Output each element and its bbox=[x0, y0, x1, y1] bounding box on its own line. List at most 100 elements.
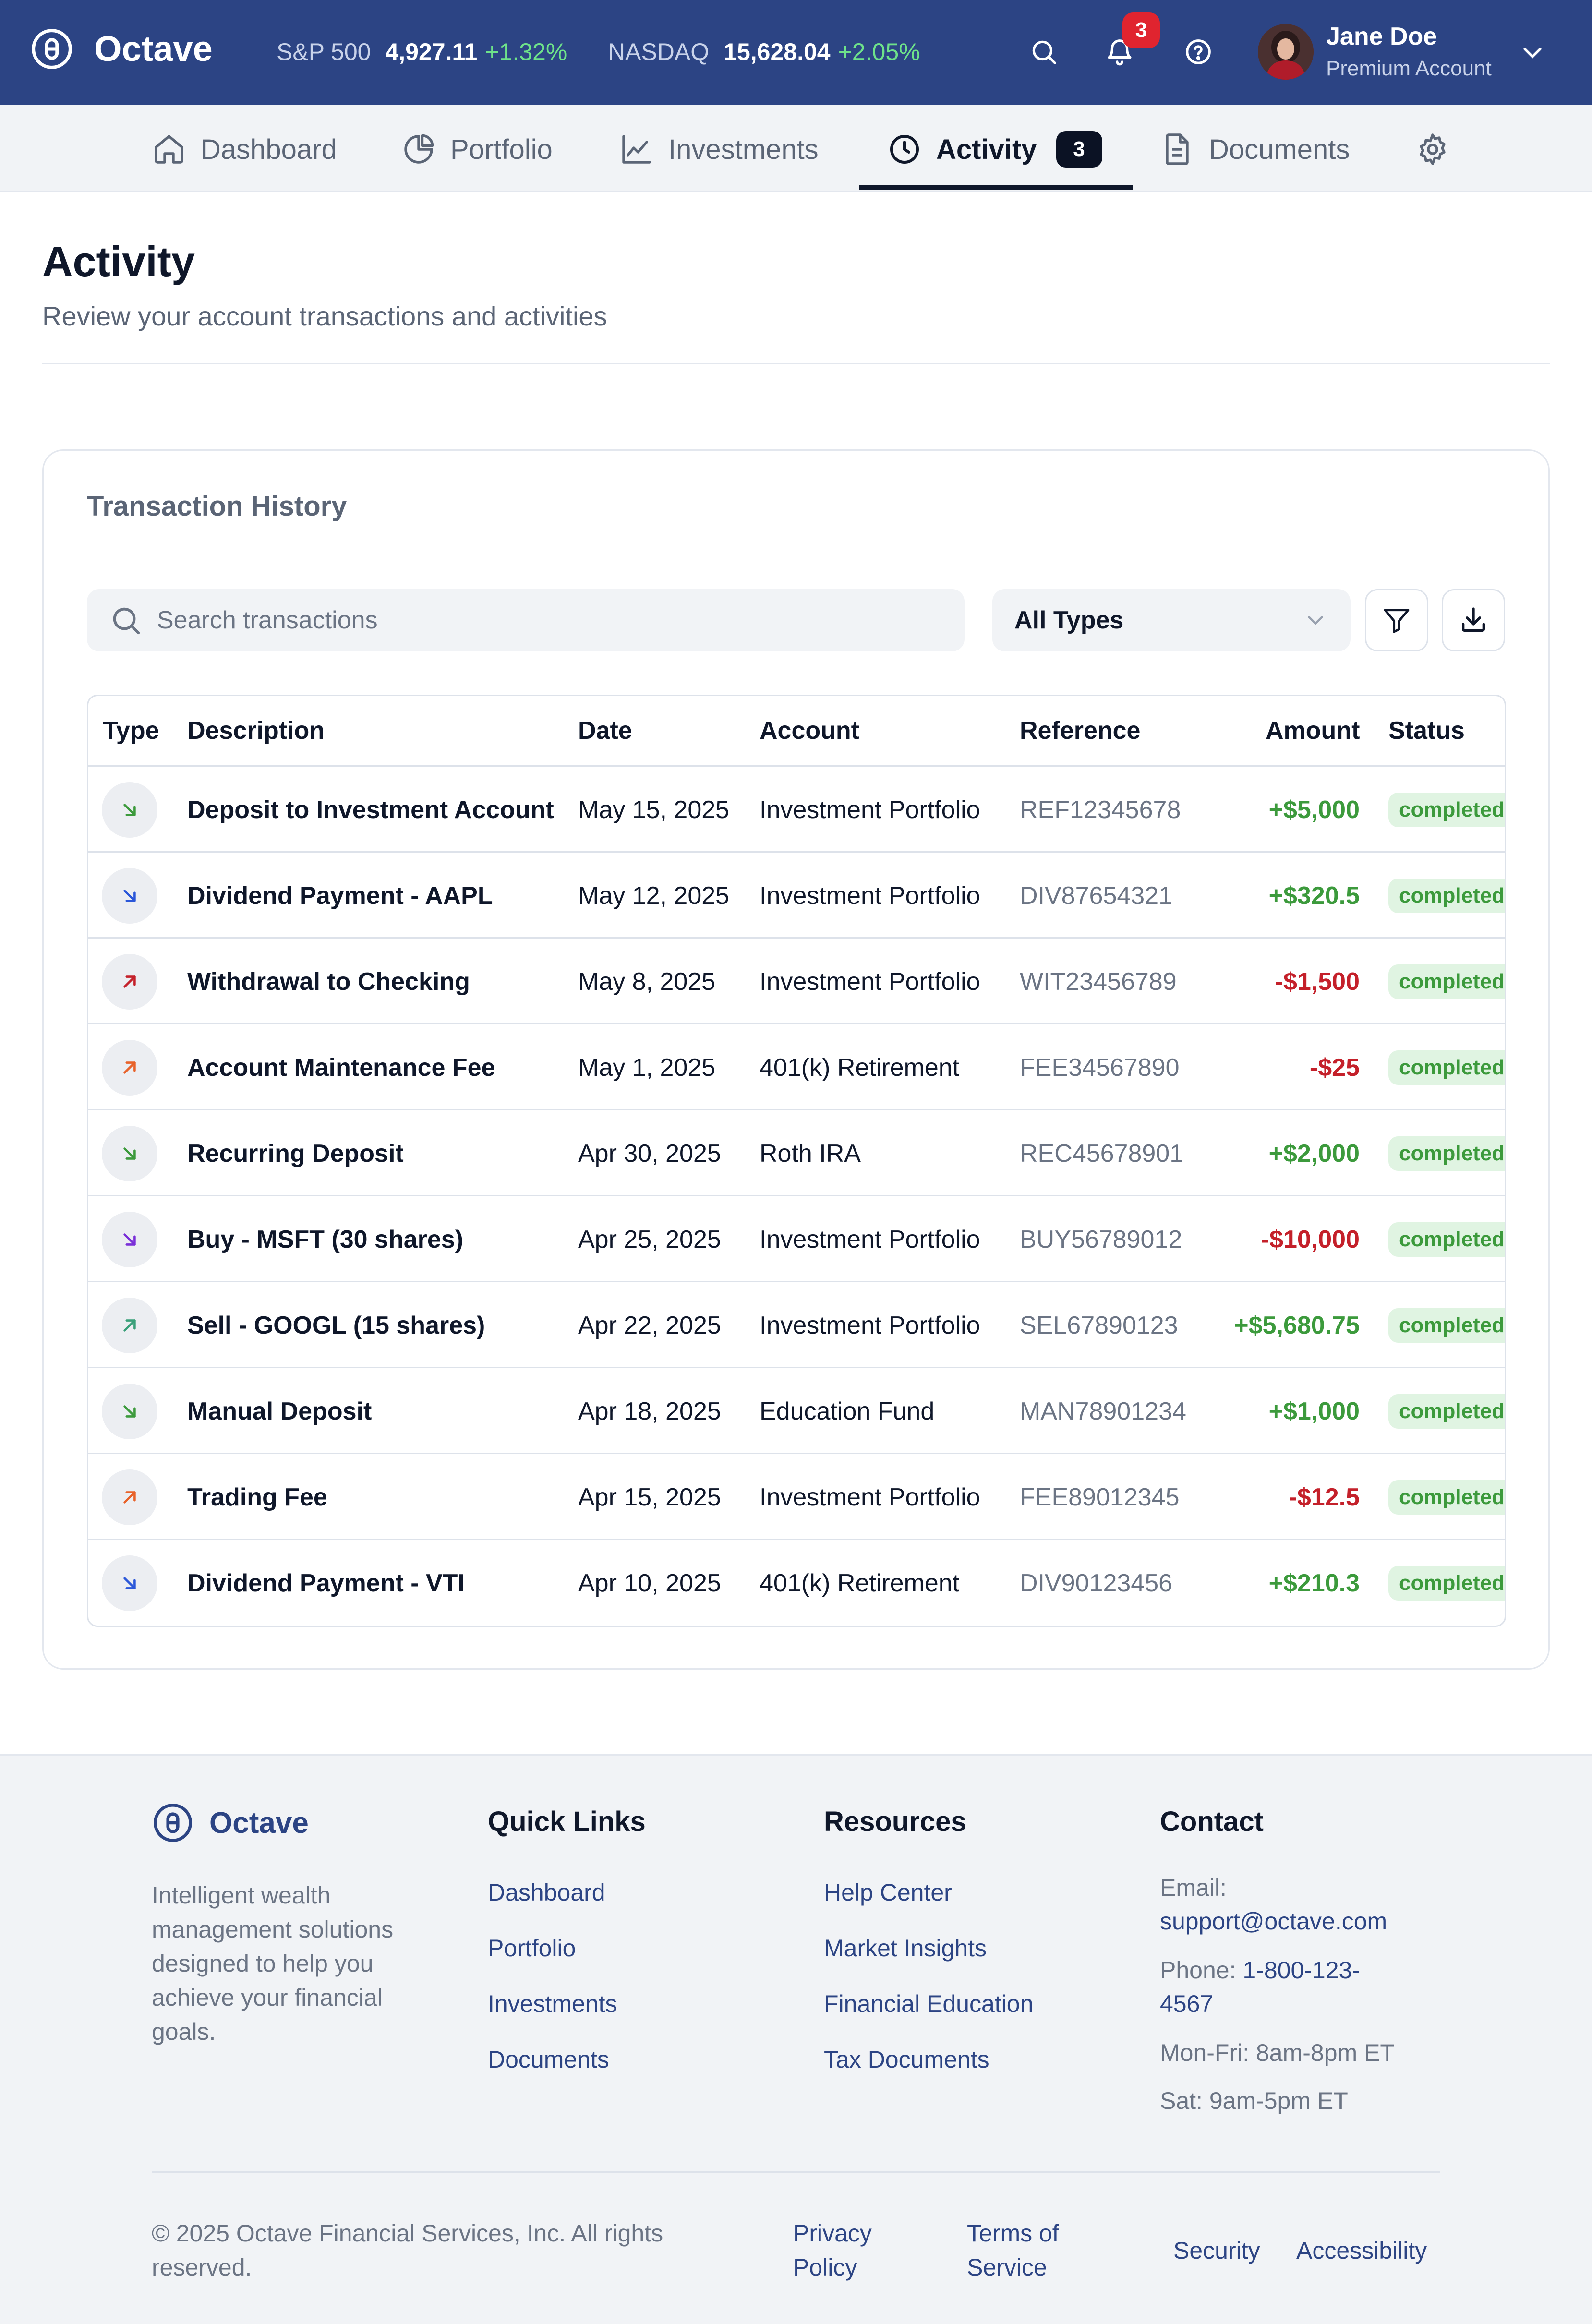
arrow-down-right-icon bbox=[123, 1233, 136, 1246]
home-icon bbox=[155, 135, 183, 164]
status-badge: completed bbox=[1388, 1050, 1505, 1085]
transaction-account: Investment Portfolio bbox=[760, 796, 980, 824]
help-button[interactable] bbox=[1179, 33, 1218, 71]
table-row[interactable]: Buy - MSFT (30 shares) Apr 25, 2025 Invest… bbox=[88, 1196, 1505, 1282]
download-icon bbox=[1462, 607, 1485, 632]
contact-phone-link-continued[interactable]: 4567 bbox=[1160, 1990, 1214, 2017]
transaction-type-badge bbox=[102, 1469, 157, 1525]
tab-dashboard[interactable]: Dashboard bbox=[152, 128, 337, 170]
user-name[interactable]: Jane Doe bbox=[1326, 23, 1437, 50]
page-subtitle: Review your account transactions and act… bbox=[42, 301, 607, 331]
type-filter-select[interactable]: All Types bbox=[992, 589, 1351, 651]
transaction-account: Investment Portfolio bbox=[760, 968, 980, 996]
table-row[interactable]: Deposit to Investment Account May 15, 202… bbox=[88, 767, 1505, 853]
tab-investments[interactable]: Investments bbox=[619, 128, 819, 170]
ticker-change: +2.05% bbox=[838, 38, 920, 65]
transaction-reference: FEE89012345 bbox=[1020, 1483, 1180, 1511]
copyright-text: © 2025 Octave Financial Services, Inc. A… bbox=[152, 2220, 663, 2281]
contact-email-link[interactable]: support@octave.com bbox=[1160, 1908, 1387, 1935]
ticker-value: 15,628.04 bbox=[724, 38, 831, 65]
column-header-date: Date bbox=[578, 717, 632, 745]
tab-documents[interactable]: Documents bbox=[1160, 128, 1350, 170]
transaction-description: Dividend Payment - AAPL bbox=[187, 882, 493, 910]
table-row[interactable]: Recurring Deposit Apr 30, 2025 Roth IRA REC… bbox=[88, 1110, 1505, 1196]
octave-logo-icon bbox=[32, 29, 72, 69]
footer-link-tax-documents[interactable]: Tax Documents bbox=[824, 2046, 989, 2073]
chevron-down-icon bbox=[1308, 616, 1323, 625]
contact-phone-link[interactable]: 1-800-123- bbox=[1242, 1957, 1360, 1984]
transaction-description: Trading Fee bbox=[187, 1483, 327, 1511]
user-avatar[interactable] bbox=[1258, 24, 1314, 80]
transaction-reference: DIV87654321 bbox=[1020, 882, 1173, 910]
search-field[interactable] bbox=[87, 589, 965, 651]
status-badge: completed bbox=[1388, 1222, 1505, 1257]
footer-link-help-center[interactable]: Help Center bbox=[824, 1879, 952, 1906]
table-row[interactable]: Account Maintenance Fee May 1, 2025 401(k)… bbox=[88, 1024, 1505, 1110]
footer-contact-title: Contact bbox=[1160, 1806, 1264, 1837]
footer-link-financial-education[interactable]: Financial Education bbox=[824, 1990, 1034, 2017]
site-footer: Octave Intelligent wealth management sol… bbox=[0, 1754, 1592, 2324]
transactions-table: Type Description Date Account Reference … bbox=[87, 695, 1506, 1627]
transaction-date: Apr 22, 2025 bbox=[578, 1312, 721, 1339]
ticker-name: S&P 500 bbox=[277, 38, 371, 65]
table-row[interactable]: Withdrawal to Checking May 8, 2025 Investm… bbox=[88, 939, 1505, 1024]
accessibility-link[interactable]: Accessibility bbox=[1296, 2237, 1427, 2264]
search-icon bbox=[1032, 40, 1056, 64]
heading-divider bbox=[42, 363, 1550, 364]
transaction-amount: +$5,680.75 bbox=[1234, 1312, 1360, 1339]
filter-button[interactable] bbox=[1365, 589, 1428, 651]
app-name: Octave bbox=[94, 29, 213, 69]
footer-logo[interactable]: Octave bbox=[152, 1802, 309, 1844]
transaction-description: Manual Deposit bbox=[187, 1397, 372, 1425]
download-button[interactable] bbox=[1442, 589, 1505, 651]
chevron-down-icon[interactable] bbox=[1517, 37, 1548, 68]
transaction-date: Apr 25, 2025 bbox=[578, 1226, 721, 1253]
octave-logo-icon bbox=[154, 1804, 192, 1842]
transaction-reference: REF12345678 bbox=[1020, 796, 1181, 824]
table-row[interactable]: Trading Fee Apr 15, 2025 Investment Portfo… bbox=[88, 1454, 1505, 1540]
transaction-date: May 1, 2025 bbox=[578, 1054, 716, 1082]
notifications-button[interactable] bbox=[1100, 33, 1139, 71]
tab-activity[interactable]: Activity 3 bbox=[887, 128, 1102, 170]
footer-link-documents[interactable]: Documents bbox=[488, 2046, 609, 2073]
tab-portfolio[interactable]: Portfolio bbox=[401, 128, 553, 170]
footer-link-portfolio[interactable]: Portfolio bbox=[488, 1935, 576, 1962]
column-header-account: Account bbox=[760, 717, 859, 745]
transaction-account: Education Fund bbox=[760, 1397, 935, 1425]
transaction-account: 401(k) Retirement bbox=[760, 1054, 960, 1082]
transaction-description: Deposit to Investment Account bbox=[187, 796, 554, 824]
transaction-reference: REC45678901 bbox=[1020, 1140, 1184, 1168]
footer-link-investments[interactable]: Investments bbox=[488, 1990, 617, 2017]
footer-link-dashboard[interactable]: Dashboard bbox=[488, 1879, 605, 1906]
transaction-reference: SEL67890123 bbox=[1020, 1312, 1178, 1339]
footer-link-market-insights[interactable]: Market Insights bbox=[824, 1935, 987, 1962]
transaction-description: Account Maintenance Fee bbox=[187, 1054, 495, 1082]
privacy-policy-link[interactable]: Privacy Policy bbox=[793, 2216, 872, 2285]
arrow-down-right-icon bbox=[123, 1405, 136, 1418]
search-button[interactable] bbox=[1025, 33, 1063, 71]
arrow-down-right-icon bbox=[123, 1147, 136, 1160]
status-badge: completed bbox=[1388, 1394, 1505, 1429]
table-row[interactable]: Sell - GOOGL (15 shares) Apr 22, 2025 Inve… bbox=[88, 1282, 1505, 1368]
terms-of-service-link[interactable]: Terms of Service bbox=[967, 2216, 1059, 2285]
arrow-down-right-icon bbox=[123, 890, 136, 902]
transaction-type-badge bbox=[102, 868, 157, 924]
arrow-down-right-icon bbox=[123, 1577, 136, 1589]
table-row[interactable]: Manual Deposit Apr 18, 2025 Education Fund… bbox=[88, 1368, 1505, 1454]
table-row[interactable]: Dividend Payment - VTI Apr 10, 2025 401(k)… bbox=[88, 1540, 1505, 1626]
settings-button[interactable] bbox=[1415, 128, 1464, 170]
table-row[interactable]: Dividend Payment - AAPL May 12, 2025 Inves… bbox=[88, 853, 1505, 939]
status-badge: completed bbox=[1388, 879, 1505, 913]
transaction-amount: +$5,000 bbox=[1268, 796, 1360, 824]
transaction-type-badge bbox=[102, 1384, 157, 1439]
transaction-type-badge bbox=[102, 1298, 157, 1353]
arrow-up-right-icon bbox=[123, 1061, 136, 1074]
transaction-date: May 15, 2025 bbox=[578, 796, 730, 824]
ticker-nasdaq: NASDAQ 15,628.04 +2.05% bbox=[608, 36, 920, 67]
app-logo[interactable]: Octave bbox=[30, 27, 213, 71]
column-header-description: Description bbox=[187, 717, 325, 745]
card-title: Transaction History bbox=[87, 491, 347, 522]
security-link[interactable]: Security bbox=[1173, 2237, 1260, 2264]
search-input[interactable] bbox=[157, 606, 925, 635]
contact-phone: Phone: 1-800-123- bbox=[1160, 1956, 1360, 1984]
